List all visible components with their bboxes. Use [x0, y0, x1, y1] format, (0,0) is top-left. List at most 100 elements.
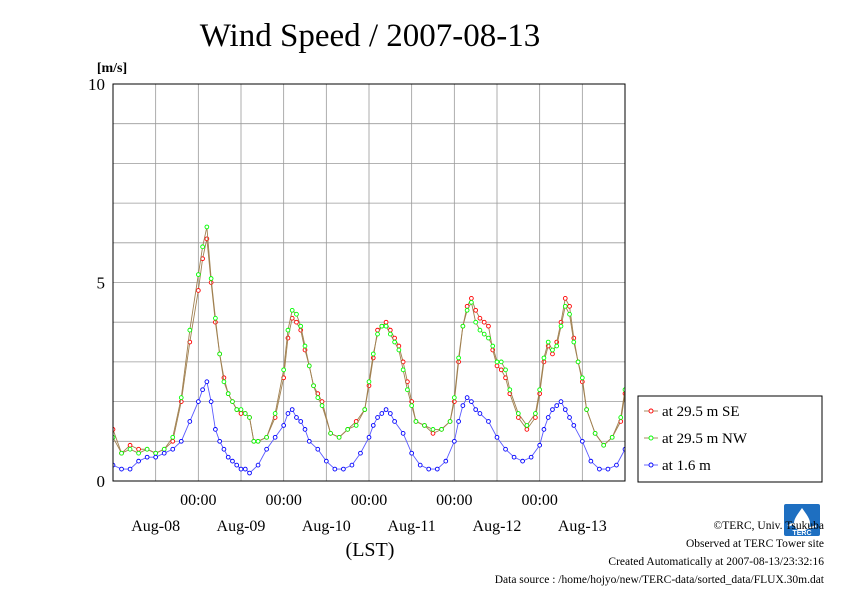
- data-point: [234, 407, 240, 412]
- data-point: [738, 352, 742, 356]
- data-point: [225, 391, 231, 397]
- data-point: [486, 323, 491, 329]
- observed-text: Observed at TERC Tower site: [685, 538, 824, 550]
- data-point: [127, 466, 133, 472]
- data-point: [653, 372, 657, 376]
- data-point: [579, 438, 585, 444]
- data-point: [721, 340, 725, 344]
- data-point: [195, 288, 201, 293]
- data-point: [264, 434, 269, 440]
- y-tick-label: 0: [97, 472, 106, 491]
- data-point: [571, 423, 577, 428]
- y-tick-labels: 0 5 10: [88, 75, 105, 491]
- x-tick-date-label: Aug-13: [558, 518, 607, 535]
- data-point: [738, 348, 742, 352]
- data-point: [178, 395, 184, 400]
- data-point: [247, 470, 252, 476]
- data-point: [302, 343, 308, 349]
- data-point: [341, 466, 346, 472]
- data-point: [632, 328, 636, 332]
- data-point: [473, 319, 479, 325]
- data-point: [255, 438, 261, 444]
- data-point: [481, 331, 487, 337]
- data-point: [217, 438, 223, 444]
- data-point: [464, 395, 470, 400]
- data-point: [713, 388, 717, 392]
- data-point: [195, 272, 201, 277]
- data-point: [366, 379, 372, 385]
- data-point: [379, 411, 385, 416]
- data-point: [242, 411, 248, 416]
- legend-box: [637, 395, 823, 483]
- data-point: [609, 434, 615, 440]
- data-point: [289, 407, 295, 412]
- data-point: [170, 446, 176, 452]
- x-tick-date-label: Aug-08: [131, 518, 180, 535]
- data-point: [498, 359, 504, 365]
- data-point: [640, 316, 644, 320]
- data-point: [584, 407, 589, 412]
- data-point: [554, 343, 560, 349]
- data-point: [136, 450, 141, 456]
- y-axis-unit-label: [m/s]: [97, 61, 127, 76]
- data-point: [469, 300, 474, 305]
- data-point: [481, 319, 487, 325]
- data-point: [562, 296, 568, 301]
- data-point: [657, 384, 661, 388]
- data-point: [272, 411, 278, 416]
- data-point: [366, 434, 372, 440]
- created-text: Created Automatically at 2007-08-13/23:3…: [608, 556, 824, 568]
- data-point: [558, 323, 564, 329]
- data-point: [285, 411, 291, 416]
- data-point: [251, 438, 257, 444]
- data-point: [230, 458, 235, 464]
- data-point: [743, 360, 747, 364]
- data-point: [370, 423, 376, 428]
- data-point: [636, 320, 640, 324]
- data-point: [558, 399, 564, 404]
- data-point: [161, 446, 167, 452]
- data-point: [464, 307, 470, 313]
- data-point: [730, 289, 734, 293]
- data-point: [477, 315, 483, 321]
- data-point: [345, 427, 351, 432]
- data-point: [498, 367, 504, 373]
- data-point: [653, 364, 657, 368]
- data-point: [550, 351, 555, 357]
- data-point: [200, 244, 205, 250]
- data-point: [662, 392, 666, 396]
- data-point: [592, 431, 598, 436]
- data-point: [238, 466, 244, 472]
- data-point: [717, 344, 721, 348]
- data-point: [153, 454, 159, 460]
- data-point: [422, 423, 427, 428]
- data-point: [349, 462, 355, 468]
- data-point: [537, 442, 543, 448]
- data-point: [627, 431, 631, 435]
- data-point: [247, 415, 252, 420]
- data-point: [486, 419, 491, 424]
- data-point: [375, 415, 380, 420]
- data-point: [242, 466, 248, 472]
- data-point: [302, 427, 308, 432]
- data-point: [298, 323, 304, 329]
- legend: at 29.5 m SE at 29.5 m NW at 1.6 m: [637, 395, 823, 483]
- data-point: [473, 307, 479, 313]
- data-point: [618, 415, 624, 420]
- data-point: [144, 446, 150, 452]
- data-point: [405, 387, 410, 393]
- data-point: [545, 415, 551, 420]
- data-point: [515, 415, 521, 420]
- data-point: [264, 446, 269, 452]
- data-point: [187, 327, 193, 333]
- data-point: [294, 319, 299, 325]
- data-point: [511, 454, 517, 460]
- data-point: [281, 423, 287, 428]
- data-point: [383, 323, 389, 329]
- series-group: [113, 224, 742, 456]
- data-point: [272, 434, 278, 440]
- legend-swatch-marker: [648, 435, 654, 441]
- data-point: [217, 351, 223, 357]
- data-point: [417, 462, 423, 468]
